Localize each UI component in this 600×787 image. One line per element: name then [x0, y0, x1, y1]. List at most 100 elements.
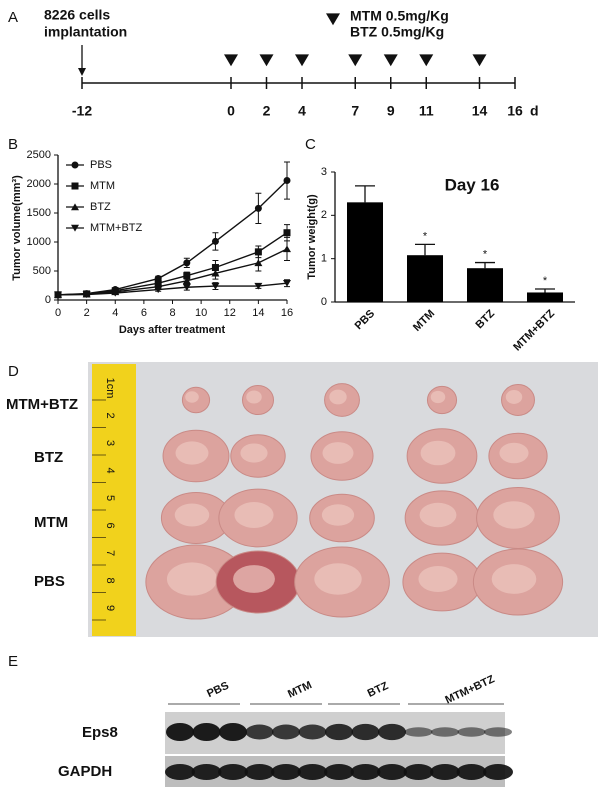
ruler-label: 7	[104, 550, 116, 556]
implant-label: implantation	[44, 24, 127, 40]
x-tick-label: 14	[252, 307, 264, 319]
x-tick-label: BTZ	[474, 307, 498, 331]
error-bar	[535, 288, 555, 293]
significance: *	[543, 275, 548, 287]
gapdh-band	[324, 764, 354, 780]
y-tick-label: 2	[321, 209, 327, 221]
error-bar	[475, 261, 495, 269]
significance: *	[483, 248, 488, 260]
point	[283, 177, 291, 185]
chart-title: Day 16	[445, 175, 500, 194]
point	[183, 259, 191, 267]
timeline-tick-label: 2	[263, 103, 271, 119]
x-tick-label: 0	[55, 307, 61, 319]
implant-label: 8226 cells	[44, 7, 110, 23]
tumor-highlight	[185, 391, 199, 403]
timeline-tick-label: 9	[387, 103, 395, 119]
legend-label: MTM+BTZ	[90, 222, 143, 234]
gapdh-band	[218, 764, 248, 780]
point	[283, 229, 291, 237]
blot-row-label: Eps8	[82, 724, 118, 741]
tumor-highlight	[166, 562, 218, 596]
x-tick-label: MTM	[411, 308, 437, 334]
x-tick-label: 4	[112, 307, 118, 319]
point	[211, 237, 219, 245]
legend-marker	[71, 182, 79, 190]
arrow-head	[78, 68, 86, 76]
blot-row-label: GAPDH	[58, 763, 112, 780]
y-tick-label: 0	[321, 296, 327, 308]
timeline-tick-label: 7	[351, 103, 359, 119]
y-tick-label: 3	[321, 166, 327, 178]
y-axis-label: Tumor weight(g)	[306, 194, 318, 280]
y-tick-label: 2500	[27, 149, 51, 161]
x-tick-label: PBS	[353, 308, 377, 332]
point	[154, 286, 163, 294]
point	[254, 204, 262, 212]
legend-marker	[71, 203, 79, 211]
legend-label: PBS	[90, 159, 112, 171]
panel-label: E	[8, 653, 18, 670]
x-tick-label: MTM+BTZ	[511, 307, 557, 353]
eps8-band	[166, 723, 194, 741]
legend-marker	[71, 161, 79, 169]
significance: *	[423, 230, 428, 242]
legend-marker	[71, 224, 79, 232]
eps8-band	[484, 727, 512, 737]
panel-label: C	[305, 136, 316, 153]
tumor-highlight	[499, 442, 529, 464]
treatment-marker	[383, 54, 398, 67]
eps8-band	[272, 724, 300, 740]
point	[254, 282, 263, 290]
treatment-marker	[348, 54, 363, 67]
ruler-label: 3	[104, 440, 116, 446]
gapdh-band	[456, 764, 487, 780]
tumor-highlight	[430, 390, 446, 404]
row-label: BTZ	[34, 449, 63, 466]
x-tick-label: 10	[195, 307, 207, 319]
panel-label: D	[8, 363, 19, 380]
gapdh-band	[271, 764, 301, 780]
y-tick-label: 1500	[27, 207, 51, 219]
point	[283, 279, 291, 287]
legend-label: BTZ	[90, 201, 111, 213]
point	[111, 289, 120, 297]
point	[182, 284, 191, 291]
eps8-band	[378, 723, 406, 741]
timeline-tick-label: 11	[419, 103, 434, 119]
x-tick-label: 6	[141, 307, 147, 319]
eps8-band	[192, 723, 221, 741]
gapdh-band	[350, 764, 381, 780]
error-bar	[415, 243, 435, 256]
panel-label: B	[8, 136, 18, 153]
panel-label: A	[8, 9, 18, 26]
row-label: PBS	[34, 573, 65, 590]
legend-label: MTM	[90, 180, 115, 192]
x-tick-label: 8	[169, 307, 175, 319]
tumor-highlight	[321, 504, 355, 526]
tumor-highlight	[246, 390, 262, 404]
eps8-band	[404, 727, 433, 737]
tumor-highlight	[329, 389, 347, 405]
ruler	[92, 364, 136, 636]
timeline-tick-label: 16	[507, 103, 523, 119]
treatment-marker	[224, 54, 238, 67]
timeline-tick-label: 14	[472, 103, 488, 119]
ruler-label: 5	[104, 495, 116, 501]
point	[211, 282, 220, 290]
group-label: MTM	[286, 679, 314, 700]
point	[82, 291, 91, 299]
point	[211, 269, 220, 277]
gapdh-band	[297, 764, 328, 780]
gapdh-band	[403, 764, 434, 780]
point	[283, 245, 291, 253]
y-tick-label: 0	[45, 294, 51, 306]
tumor-highlight	[322, 442, 354, 464]
bar	[467, 268, 503, 302]
point	[182, 277, 191, 285]
y-tick-label: 2000	[27, 178, 51, 190]
gapdh-band	[165, 764, 195, 780]
tumor-highlight	[233, 565, 275, 593]
bar	[347, 202, 383, 302]
